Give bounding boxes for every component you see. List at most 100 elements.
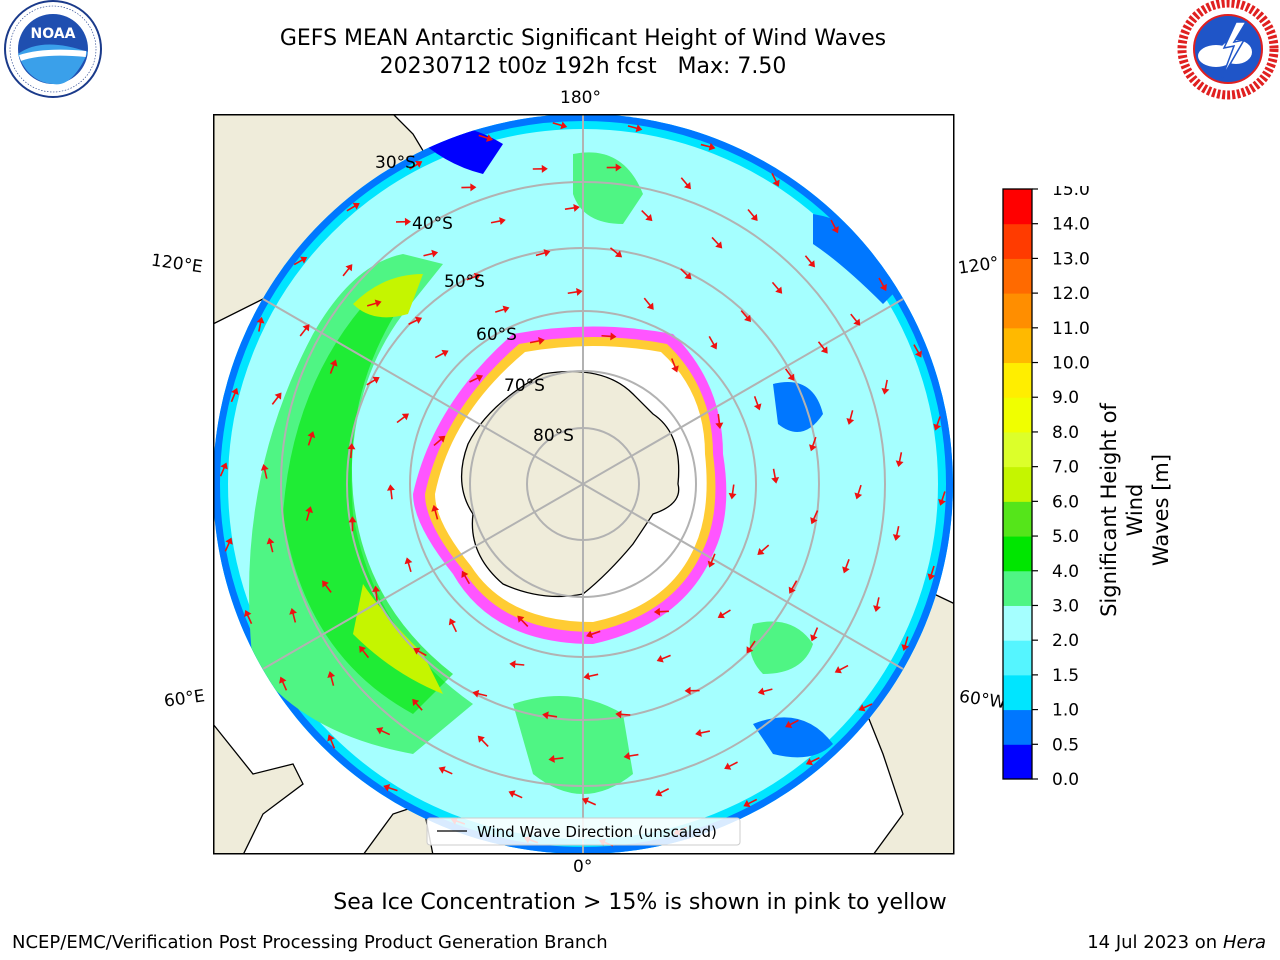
wave-direction-arrow [433,435,446,447]
wave-direction-arrow [567,287,583,296]
polar-map: 30°S 40°S 50°S 60°S 70°S 80°S Wind Wave … [213,114,955,855]
wave-direction-arrow [715,413,724,429]
wave-direction-arrow [656,654,671,663]
africa-land [213,722,304,854]
lat-label-60s: 60°S [476,325,517,345]
wave-direction-arrow [434,349,449,359]
wave-direction-arrow [700,142,716,151]
lon-label-0: 0° [573,857,593,877]
noaa-logo-text: NOAA [31,26,76,42]
wave-direction-arrow [535,249,551,257]
wave-direction-arrow [901,636,910,651]
lat-label-50s: 50°S [444,272,485,292]
wave-direction-arrow [552,121,568,130]
wave-direction-arrow [708,336,718,350]
wave-direction-arrow [711,236,723,249]
wave-direction-arrow [508,790,523,799]
wave-direction-arrow [490,217,506,225]
wave-direction-arrow [927,565,936,581]
wave-direction-arrow [230,387,239,403]
colorbar-tick-label: 12.0 [1052,284,1090,304]
wave-direction-arrow [305,506,313,521]
colorbar-tick-label: 13.0 [1052,249,1090,269]
lat-label-40s: 40°S [412,214,453,234]
wave-direction-arrow [757,687,773,696]
wave-direction-arrow [655,788,670,797]
colorbar-swatch [1003,293,1032,329]
wave-direction-arrow [408,316,423,325]
colorbar-swatch [1003,501,1032,537]
wave-direction-arrow [289,607,297,623]
wave-direction-arrow [627,124,643,133]
wave-direction-arrow [366,376,380,386]
wave-direction-arrow [346,202,360,212]
wave-direction-arrow [219,462,228,477]
lon-label-180: 180° [560,88,601,108]
date-stamp: 14 Jul 2023 on Hera [1087,932,1266,953]
wave-direction-arrow [271,392,282,405]
wave-direction-arrow [461,183,477,192]
wave-direction-arrow [329,359,338,374]
colorbar-swatch [1003,605,1032,641]
wave-direction-arrow [409,160,423,170]
sea-ice-note: Sea Ice Concentration > 15% is shown in … [333,890,947,915]
wave-direction-arrow [615,710,631,719]
colorbar-swatch [1003,223,1032,259]
wave-direction-arrow [743,798,758,808]
wave-direction-arrow [804,255,815,268]
wave-direction-arrow [529,336,545,345]
wave-direction-arrow [842,559,850,574]
wave-direction-arrow [244,610,253,624]
lon-label-120e: 120°E [149,250,204,278]
wave-direction-arrow [788,580,798,594]
wave-direction-arrow [256,316,265,332]
wave-direction-arrow [413,647,427,657]
colorbar-tick-label: 15.0 [1052,186,1090,200]
wave-direction-arrow [623,752,639,760]
colorbar-tick-label: 0.0 [1052,770,1079,786]
colorbar-tick-label: 0.5 [1052,735,1079,755]
wave-direction-arrow [606,163,622,172]
wave-direction-arrow [469,374,484,383]
wave-direction-arrow [395,217,411,226]
colorbar-label: Significant Height of Wind Waves [m] [1096,400,1174,620]
wave-direction-arrow [542,711,558,720]
wave-direction-arrow [260,463,269,479]
colorbar-tick-label: 14.0 [1052,215,1090,235]
lat-label-80s: 80°S [533,426,574,446]
wave-direction-arrow [873,597,881,613]
wave-direction-arrow [717,609,731,619]
colorbar-swatch [1003,397,1032,433]
colorbar: 15.0 14.0 13.0 12.0 11.0 10.0 9.0 8.0 7.0 6.0 5.0 4… [1002,186,1090,786]
lat-label-70s: 70°S [504,376,545,396]
legend-label: Wind Wave Direction (unscaled) [477,823,717,841]
wave-direction-arrow [784,368,795,381]
colorbar-swatch [1003,431,1032,468]
date-text: 14 Jul 2023 on [1087,932,1223,953]
wave-direction-arrow [785,719,799,728]
wave-direction-arrow [279,676,288,691]
wave-direction-arrow [494,305,510,314]
wave-direction-arrow [771,281,783,294]
wave-direction-arrow [548,754,564,763]
colorbar-swatch [1003,709,1032,745]
wave-direction-arrow [892,525,901,541]
wave-direction-arrow [477,735,489,748]
wave-direction-arrow [431,504,440,520]
nws-logo [1177,0,1279,100]
wave-direction-arrow [670,358,679,373]
wave-direction-arrow [707,553,716,568]
lon-label-60e: 60°E [162,686,207,712]
wave-direction-arrow [643,297,654,310]
colorbar-tick-label: 2.0 [1052,631,1079,651]
wave-direction-arrow [771,172,780,187]
wave-direction-arrow [581,797,597,806]
wave-direction-arrow [724,761,738,770]
credit-line: NCEP/EMC/Verification Post Processing Pr… [12,932,608,953]
colorbar-tick-label: 7.0 [1052,458,1079,478]
colorbar-swatch [1003,640,1032,676]
colorbar-tick-label: 1.0 [1052,701,1079,721]
wave-direction-arrow [327,734,336,749]
colorbar-tick-label: 5.0 [1052,527,1079,547]
wave-direction-arrow [771,468,780,484]
